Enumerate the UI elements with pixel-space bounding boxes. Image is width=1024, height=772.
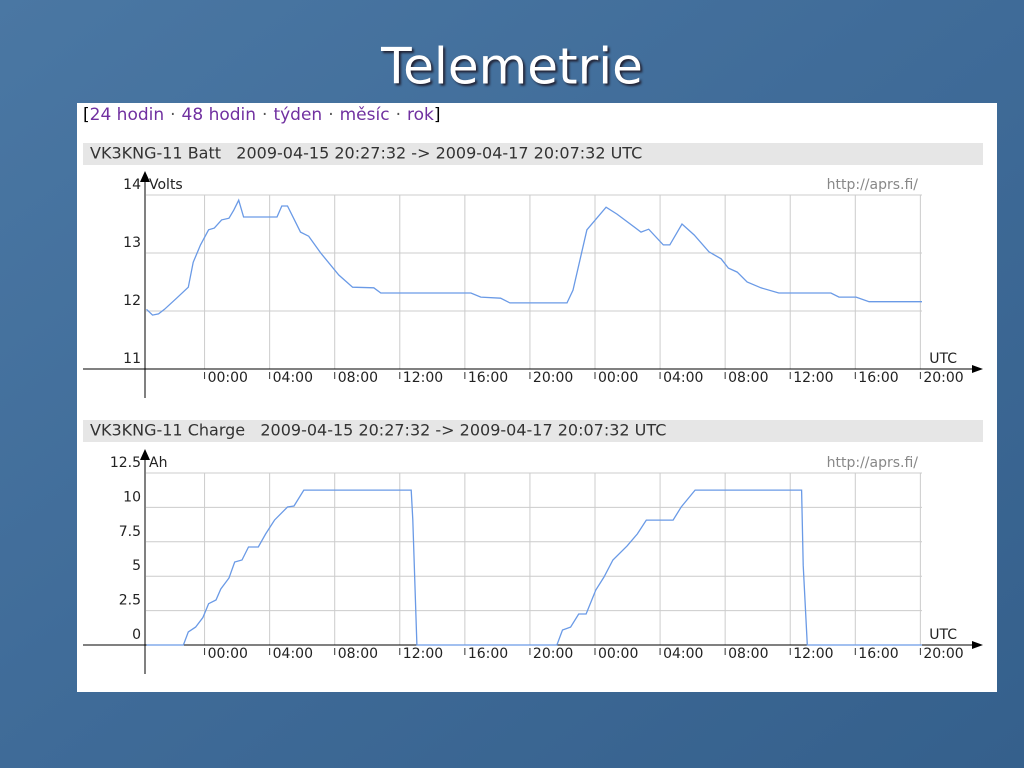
y-tick-label: 12 [123, 293, 141, 309]
x-tick-label: 08:00 [728, 370, 768, 386]
y-axis-arrow [140, 171, 150, 182]
x-tick-label: 04:00 [663, 646, 703, 662]
data-line [146, 198, 922, 316]
y-axis-label: Ah [149, 455, 167, 471]
x-tick-label: 16:00 [858, 646, 898, 662]
separator: · [396, 105, 401, 125]
y-tick-label: 14 [123, 177, 141, 193]
chart-header [83, 420, 983, 442]
x-tick-label: 00:00 [208, 646, 248, 662]
x-tick-label: 00:00 [598, 646, 638, 662]
x-axis-label: UTC [929, 627, 957, 643]
x-tick-label: 04:00 [273, 646, 313, 662]
x-axis-arrow [972, 365, 983, 373]
period-nav: [24 hodin · 48 hodin · týden · měsíc · rok] [83, 105, 441, 125]
y-axis-label: Volts [149, 177, 183, 193]
x-tick-label: 16:00 [468, 646, 508, 662]
x-tick-label: 12:00 [793, 370, 833, 386]
data-line [146, 489, 922, 646]
y-tick-label: 2.5 [119, 593, 141, 609]
nav-link[interactable]: 24 hodin [90, 105, 165, 125]
y-tick-label: 11 [123, 351, 141, 367]
x-tick-label: 12:00 [793, 646, 833, 662]
x-tick-label: 00:00 [208, 370, 248, 386]
y-tick-label: 0 [132, 627, 141, 643]
y-tick-label: 5 [132, 558, 141, 574]
x-tick-label: 12:00 [403, 646, 443, 662]
bracket: [ [83, 105, 90, 125]
nav-link[interactable]: týden [273, 105, 322, 125]
screenshot-panel [77, 103, 997, 692]
slide-title: Telemetrie [380, 38, 643, 96]
x-tick-label: 20:00 [923, 370, 963, 386]
nav-link[interactable]: měsíc [340, 105, 390, 125]
y-tick-label: 10 [123, 489, 141, 505]
separator: · [262, 105, 267, 125]
x-axis-arrow [972, 641, 983, 649]
watermark: http://aprs.fi/ [827, 455, 919, 471]
x-tick-label: 00:00 [598, 370, 638, 386]
bracket: ] [434, 105, 441, 125]
y-tick-label: 7.5 [119, 524, 141, 540]
x-tick-label: 08:00 [338, 370, 378, 386]
x-tick-label: 08:00 [728, 646, 768, 662]
y-tick-label: 13 [123, 235, 141, 251]
x-tick-label: 12:00 [403, 370, 443, 386]
x-tick-label: 20:00 [923, 646, 963, 662]
x-axis-label: UTC [929, 351, 957, 367]
chart-title: VK3KNG-11 Batt 2009-04-15 20:27:32 -> 20… [90, 144, 642, 163]
nav-link[interactable]: rok [407, 105, 434, 125]
chart-header [83, 143, 983, 165]
separator: · [170, 105, 175, 125]
y-axis-arrow [140, 449, 150, 460]
x-tick-label: 16:00 [468, 370, 508, 386]
x-tick-label: 08:00 [338, 646, 378, 662]
x-tick-label: 20:00 [533, 646, 573, 662]
watermark: http://aprs.fi/ [827, 177, 919, 193]
separator: · [328, 105, 333, 125]
x-tick-label: 04:00 [273, 370, 313, 386]
x-tick-label: 20:00 [533, 370, 573, 386]
x-tick-label: 04:00 [663, 370, 703, 386]
nav-link[interactable]: 48 hodin [182, 105, 257, 125]
chart-title: VK3KNG-11 Charge 2009-04-15 20:27:32 -> … [90, 421, 666, 440]
x-tick-label: 16:00 [858, 370, 898, 386]
y-tick-label: 12.5 [110, 455, 141, 471]
